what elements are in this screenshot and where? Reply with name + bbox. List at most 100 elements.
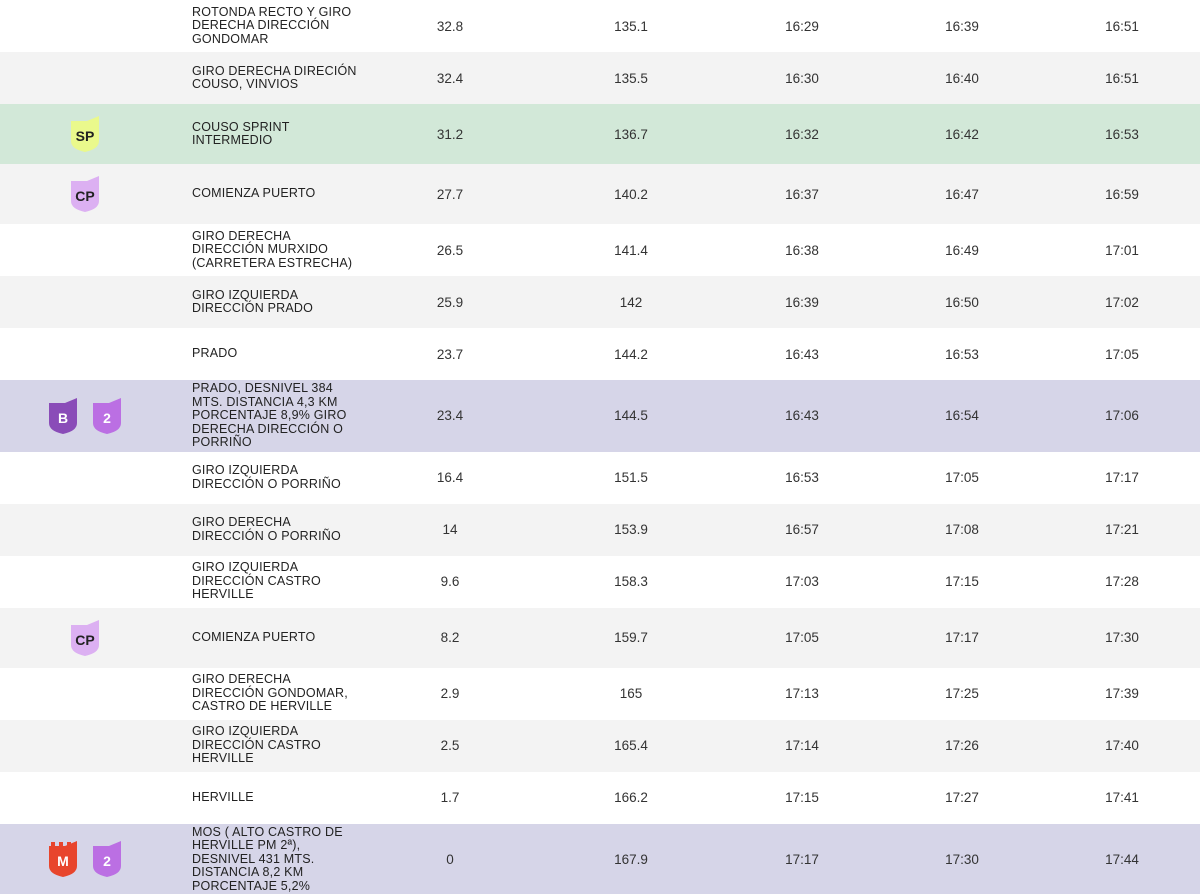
cell: 16:29 <box>785 18 819 34</box>
table-row: M 2 MOS ( ALTO CASTRO DE HERVILLE PM 2ª), DE… <box>0 823 1200 894</box>
cell: 16:43 <box>785 408 819 424</box>
description-line: DIRECCIÓN MURXIDO <box>192 242 329 257</box>
cell: 16:30 <box>785 70 819 86</box>
cell: 1.7 <box>440 790 460 805</box>
description: GIRO IZQUIERDA DIRECCIÓN CASTRO HERVILLE <box>192 556 321 608</box>
cell: 151.5 <box>614 470 648 485</box>
cell: 17:44 <box>1105 851 1139 867</box>
badge: CP <box>71 619 99 656</box>
badge: M <box>49 841 77 878</box>
cell: 16:43 <box>785 346 819 362</box>
cell: 23.4 <box>436 408 464 424</box>
description-line: COMIENZA PUERTO <box>192 186 316 201</box>
badge-shape <box>49 397 77 434</box>
cell: 167.9 <box>614 851 648 867</box>
cell: 136.7 <box>614 126 648 142</box>
badge-group <box>0 556 170 608</box>
cell: 17:03 <box>785 574 819 589</box>
cell: 17:26 <box>945 738 979 753</box>
badge: 2 <box>93 397 121 434</box>
cell: 17:05 <box>785 630 819 645</box>
cell: 17:17 <box>785 851 819 867</box>
description-line: DERECHA DIRECCIÓN <box>192 18 330 33</box>
badge-group <box>0 452 170 504</box>
cell: 0 <box>446 851 454 867</box>
badge-group <box>0 276 170 328</box>
cell: 17:21 <box>1105 522 1139 537</box>
badge: 2 <box>93 841 121 878</box>
description: MOS ( ALTO CASTRO DE HERVILLE PM 2ª), DESN… <box>192 824 343 894</box>
description-line: DISTANCIA 8,2 KM <box>192 865 304 879</box>
cell: 17:01 <box>1105 242 1139 258</box>
badge: SP <box>71 116 99 152</box>
description-line: HERVILLE <box>192 587 254 602</box>
badge-shape <box>71 116 99 152</box>
badge-shape <box>93 841 121 878</box>
description-line: GONDOMAR <box>192 31 269 46</box>
badge-group <box>0 720 170 772</box>
cell: 153.9 <box>614 522 648 537</box>
cell: 17:28 <box>1105 574 1139 589</box>
cell: 17:08 <box>945 522 979 537</box>
description-line: ROTONDA RECTO Y GIRO <box>192 4 352 19</box>
table-row: GIRO DERECHA DIRECCIÓN GONDOMAR, CASTRO DE… <box>0 667 1200 720</box>
cell: 17:15 <box>785 790 819 805</box>
cell: 8.2 <box>440 630 460 645</box>
cell: 159.7 <box>614 630 648 645</box>
description-line: GIRO IZQUIERDA <box>192 287 299 302</box>
cell: 17:15 <box>945 574 979 589</box>
cell: 17:17 <box>1105 470 1139 485</box>
cell: 16:57 <box>785 522 819 537</box>
table-row: ROTONDA RECTO Y GIRO DERECHA DIRECCIÓN GON… <box>0 0 1200 52</box>
description-line: HERVILLE PM 2ª), <box>192 838 301 852</box>
description-line: DIRECCIÓN O PORRIÑO <box>192 476 341 491</box>
cell: 16:54 <box>945 408 979 424</box>
table-row: GIRO IZQUIERDA DIRECCIÓN CASTRO HERVILLE 9.… <box>0 555 1200 608</box>
cell: 2.9 <box>440 686 460 701</box>
description-line: PORRIÑO <box>192 435 252 449</box>
badge: CP <box>71 176 99 212</box>
cell: 17:17 <box>945 630 979 645</box>
description-line: INTERMEDIO <box>192 133 273 147</box>
badge-label: CP <box>75 632 94 648</box>
cell: 26.5 <box>436 242 464 258</box>
badge-group <box>0 224 170 276</box>
description-line: PRADO, DESNIVEL 384 <box>192 381 333 395</box>
cell: 16:32 <box>785 126 819 142</box>
description-line: GIRO DERECHA <box>192 515 291 529</box>
description-line: GIRO IZQUIERDA <box>192 560 299 575</box>
cell: 158.3 <box>614 574 648 589</box>
description: ROTONDA RECTO Y GIRO DERECHA DIRECCIÓN GON… <box>192 0 351 52</box>
description-line: PORCENTAJE 8,9% GIRO <box>192 408 347 422</box>
badge-group <box>0 328 170 380</box>
cell: 16:51 <box>1105 70 1139 86</box>
cell: 17:14 <box>785 738 819 753</box>
description-line: DERECHA DIRECCIÓN O <box>192 421 344 436</box>
badge-group <box>0 772 170 824</box>
badge-label: CP <box>75 188 94 204</box>
badge-pattern <box>51 842 75 851</box>
badge-label: SP <box>76 128 95 144</box>
cell: 23.7 <box>436 346 464 362</box>
badge-shape <box>71 619 99 656</box>
description: COMIENZA PUERTO <box>192 164 315 224</box>
description-line: HERVILLE <box>192 789 254 804</box>
description-line: GIRO DERECHA <box>192 672 291 687</box>
cell: 16:51 <box>1105 18 1139 34</box>
badge-group <box>0 52 170 104</box>
cell: 17:25 <box>945 686 979 701</box>
badge-label: 2 <box>103 410 111 426</box>
cell: 16:42 <box>945 126 979 142</box>
description: GIRO DERECHA DIRECIÓN COUSO, VINVIOS <box>192 52 357 104</box>
cell: 17:39 <box>1105 686 1139 701</box>
cell: 135.1 <box>614 18 648 34</box>
description: GIRO IZQUIERDA DIRECCIÓN PRADO <box>192 276 313 328</box>
badge-group: SP <box>0 104 170 164</box>
description-line: GIRO IZQUIERDA <box>192 463 299 477</box>
badge-group <box>0 504 170 556</box>
description-line: DIRECCIÓN CASTRO <box>192 573 321 588</box>
badge-label: 2 <box>103 853 111 869</box>
